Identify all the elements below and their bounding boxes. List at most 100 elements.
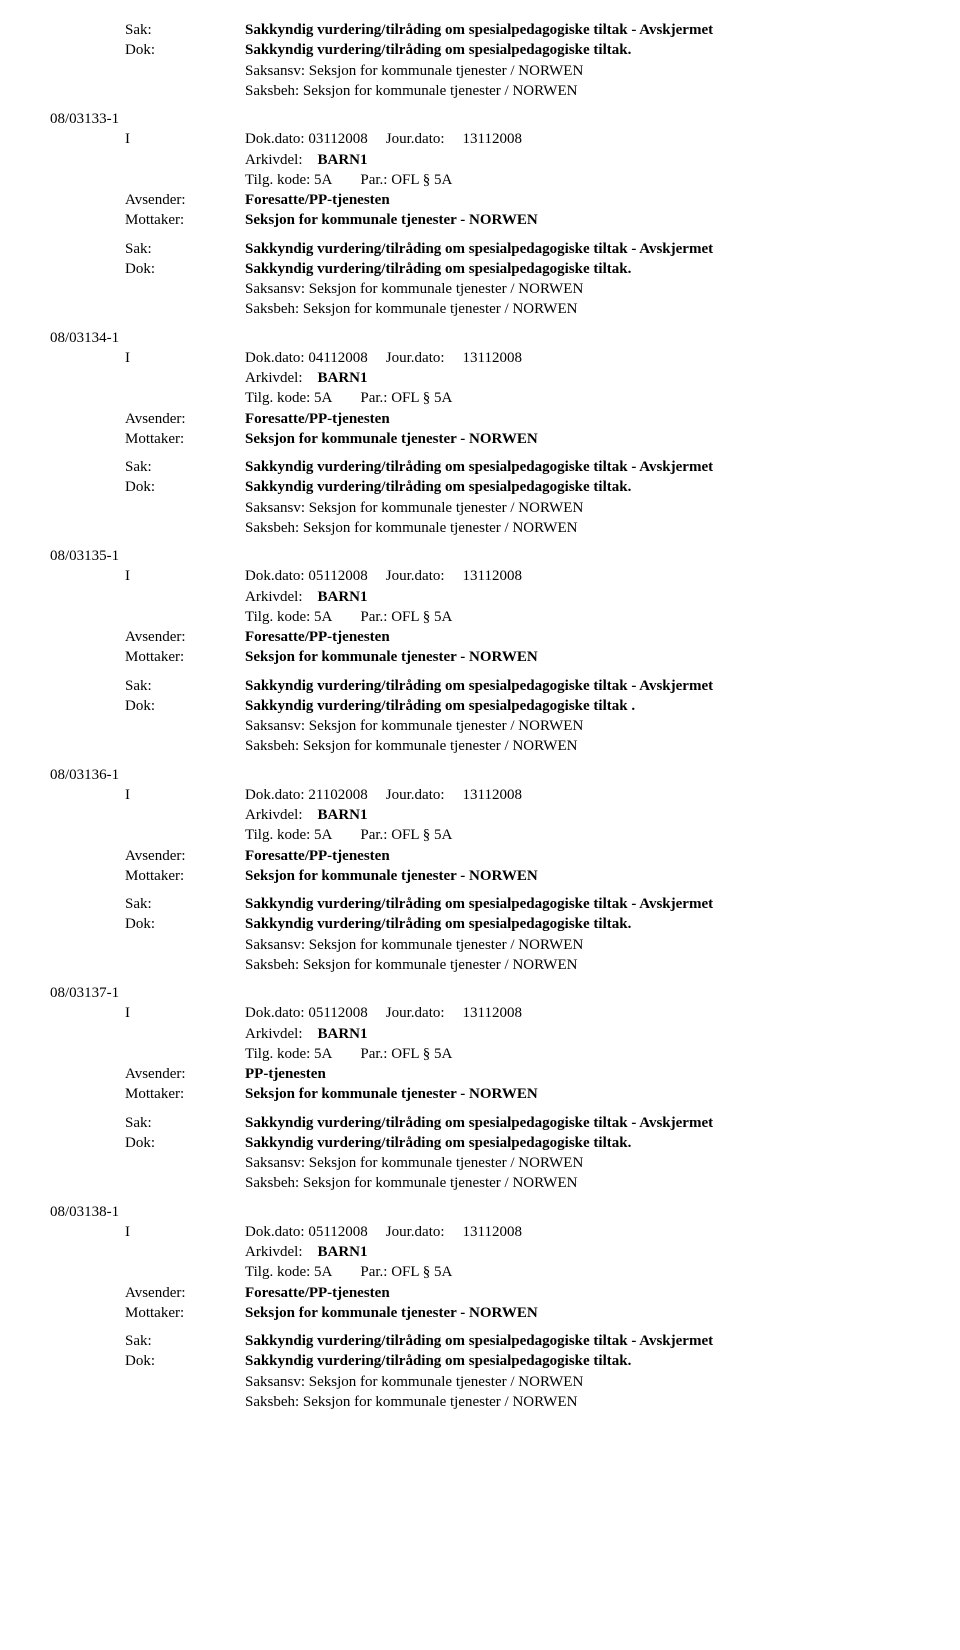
case-block: 08/03135-1IDok.dato: 05112008Jour.dato:1… — [50, 546, 910, 668]
text-line: Saksansv: Seksjon for kommunale tjeneste… — [245, 279, 910, 299]
field-value: Foresatte/PP-tjenesten — [245, 627, 910, 647]
field-value: Sakkyndig vurdering/tilråding om spesial… — [245, 676, 910, 696]
text-line: Saksbeh: Seksjon for kommunale tjenester… — [245, 1392, 910, 1412]
field-value: Sakkyndig vurdering/tilråding om spesial… — [245, 457, 910, 477]
field-value: Sakkyndig vurdering/tilråding om spesial… — [245, 1133, 910, 1153]
tilg-line: Tilg. kode: 5APar.: OFL § 5A — [245, 1044, 910, 1064]
field-label: Mottaker: — [125, 1303, 245, 1323]
field-value: Sakkyndig vurdering/tilråding om spesial… — [245, 894, 910, 914]
case-id: 08/03136-1 — [50, 765, 910, 785]
field-label: Sak: — [125, 20, 245, 40]
arkivdel-line: Arkivdel: BARN1 — [245, 1242, 910, 1262]
sakdok-block: Sak:Sakkyndig vurdering/tilråding om spe… — [50, 20, 910, 101]
field-value: Sakkyndig vurdering/tilråding om spesial… — [245, 20, 910, 40]
field-label: Dok: — [125, 1133, 245, 1153]
arkivdel-line: Arkivdel: BARN1 — [245, 368, 910, 388]
date-line: Dok.dato: 03112008Jour.dato:13112008 — [245, 129, 910, 149]
field-label: Sak: — [125, 1113, 245, 1133]
date-line: Dok.dato: 05112008Jour.dato:13112008 — [245, 1003, 910, 1023]
field-label: Avsender: — [125, 1283, 245, 1303]
field-label: Sak: — [125, 1331, 245, 1351]
doc-type: I — [125, 1222, 245, 1242]
field-label: Dok: — [125, 477, 245, 497]
tilg-line: Tilg. kode: 5APar.: OFL § 5A — [245, 388, 910, 408]
doc-type: I — [125, 566, 245, 586]
field-value: Sakkyndig vurdering/tilråding om spesial… — [245, 477, 910, 497]
field-label: Sak: — [125, 894, 245, 914]
case-block: 08/03136-1IDok.dato: 21102008Jour.dato:1… — [50, 765, 910, 887]
arkivdel-line: Arkivdel: BARN1 — [245, 1024, 910, 1044]
arkivdel-line: Arkivdel: BARN1 — [245, 805, 910, 825]
case-block: 08/03134-1IDok.dato: 04112008Jour.dato:1… — [50, 328, 910, 450]
field-label: Avsender: — [125, 1064, 245, 1084]
field-value: PP-tjenesten — [245, 1064, 910, 1084]
arkivdel-line: Arkivdel: BARN1 — [245, 150, 910, 170]
tilg-line: Tilg. kode: 5APar.: OFL § 5A — [245, 1262, 910, 1282]
field-value: Foresatte/PP-tjenesten — [245, 846, 910, 866]
field-value: Seksjon for kommunale tjenester - NORWEN — [245, 647, 910, 667]
sakdok-block: Sak:Sakkyndig vurdering/tilråding om spe… — [50, 457, 910, 538]
tilg-line: Tilg. kode: 5APar.: OFL § 5A — [245, 170, 910, 190]
text-line: Saksbeh: Seksjon for kommunale tjenester… — [245, 81, 910, 101]
date-line: Dok.dato: 05112008Jour.dato:13112008 — [245, 566, 910, 586]
field-label: Sak: — [125, 457, 245, 477]
text-line: Saksbeh: Seksjon for kommunale tjenester… — [245, 518, 910, 538]
field-value: Foresatte/PP-tjenesten — [245, 1283, 910, 1303]
doc-type: I — [125, 785, 245, 805]
case-id: 08/03138-1 — [50, 1202, 910, 1222]
text-line: Saksansv: Seksjon for kommunale tjeneste… — [245, 61, 910, 81]
field-value: Sakkyndig vurdering/tilråding om spesial… — [245, 1113, 910, 1133]
field-label: Dok: — [125, 1351, 245, 1371]
field-label: Avsender: — [125, 409, 245, 429]
field-value: Seksjon for kommunale tjenester - NORWEN — [245, 1303, 910, 1323]
field-value: Sakkyndig vurdering/tilråding om spesial… — [245, 696, 910, 716]
field-value: Sakkyndig vurdering/tilråding om spesial… — [245, 259, 910, 279]
field-label: Sak: — [125, 239, 245, 259]
text-line: Saksbeh: Seksjon for kommunale tjenester… — [245, 299, 910, 319]
field-value: Sakkyndig vurdering/tilråding om spesial… — [245, 1351, 910, 1371]
field-label: Sak: — [125, 676, 245, 696]
field-label: Dok: — [125, 914, 245, 934]
date-line: Dok.dato: 04112008Jour.dato:13112008 — [245, 348, 910, 368]
text-line: Saksbeh: Seksjon for kommunale tjenester… — [245, 736, 910, 756]
case-id: 08/03137-1 — [50, 983, 910, 1003]
date-line: Dok.dato: 21102008Jour.dato:13112008 — [245, 785, 910, 805]
text-line: Saksansv: Seksjon for kommunale tjeneste… — [245, 1153, 910, 1173]
sakdok-block: Sak:Sakkyndig vurdering/tilråding om spe… — [50, 1113, 910, 1194]
sakdok-block: Sak:Sakkyndig vurdering/tilråding om spe… — [50, 1331, 910, 1412]
text-line: Saksansv: Seksjon for kommunale tjeneste… — [245, 1372, 910, 1392]
field-label: Mottaker: — [125, 429, 245, 449]
case-block: 08/03133-1IDok.dato: 03112008Jour.dato:1… — [50, 109, 910, 231]
field-value: Seksjon for kommunale tjenester - NORWEN — [245, 210, 910, 230]
tilg-line: Tilg. kode: 5APar.: OFL § 5A — [245, 825, 910, 845]
case-id: 08/03133-1 — [50, 109, 910, 129]
text-line: Saksansv: Seksjon for kommunale tjeneste… — [245, 716, 910, 736]
field-label: Avsender: — [125, 846, 245, 866]
case-id: 08/03134-1 — [50, 328, 910, 348]
doc-type: I — [125, 1003, 245, 1023]
date-line: Dok.dato: 05112008Jour.dato:13112008 — [245, 1222, 910, 1242]
doc-type: I — [125, 129, 245, 149]
field-value: Sakkyndig vurdering/tilråding om spesial… — [245, 914, 910, 934]
field-value: Sakkyndig vurdering/tilråding om spesial… — [245, 40, 910, 60]
text-line: Saksbeh: Seksjon for kommunale tjenester… — [245, 955, 910, 975]
text-line: Saksansv: Seksjon for kommunale tjeneste… — [245, 935, 910, 955]
field-label: Dok: — [125, 259, 245, 279]
field-value: Foresatte/PP-tjenesten — [245, 409, 910, 429]
text-line: Saksansv: Seksjon for kommunale tjeneste… — [245, 498, 910, 518]
case-id: 08/03135-1 — [50, 546, 910, 566]
case-block: 08/03137-1IDok.dato: 05112008Jour.dato:1… — [50, 983, 910, 1105]
doc-type: I — [125, 348, 245, 368]
field-label: Mottaker: — [125, 866, 245, 886]
field-label: Mottaker: — [125, 210, 245, 230]
field-value: Seksjon for kommunale tjenester - NORWEN — [245, 866, 910, 886]
field-label: Avsender: — [125, 627, 245, 647]
text-line: Saksbeh: Seksjon for kommunale tjenester… — [245, 1173, 910, 1193]
field-value: Sakkyndig vurdering/tilråding om spesial… — [245, 239, 910, 259]
tilg-line: Tilg. kode: 5APar.: OFL § 5A — [245, 607, 910, 627]
arkivdel-line: Arkivdel: BARN1 — [245, 587, 910, 607]
sakdok-block: Sak:Sakkyndig vurdering/tilråding om spe… — [50, 676, 910, 757]
sakdok-block: Sak:Sakkyndig vurdering/tilråding om spe… — [50, 239, 910, 320]
field-label: Dok: — [125, 40, 245, 60]
field-value: Sakkyndig vurdering/tilråding om spesial… — [245, 1331, 910, 1351]
